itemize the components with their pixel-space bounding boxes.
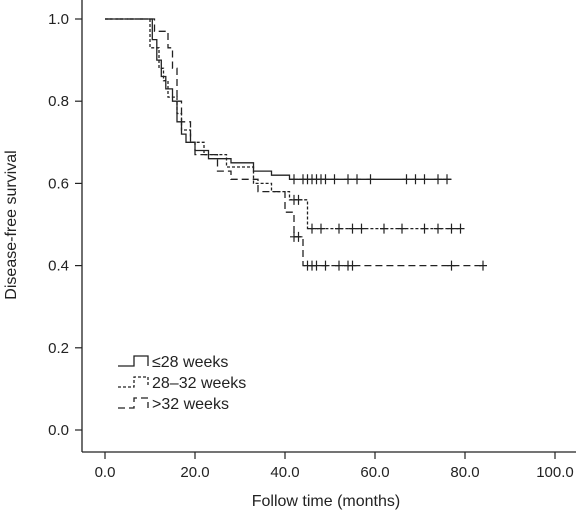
- x-tick-label: 100.0: [536, 464, 574, 481]
- censor-mark: [308, 223, 316, 234]
- survival-curve: [105, 18, 461, 230]
- censor-mark: [294, 194, 303, 205]
- legend-swatch: [118, 355, 149, 367]
- x-tick-label: 20.0: [180, 464, 209, 481]
- legend-swatch: [118, 376, 149, 388]
- censor-mark: [456, 223, 465, 234]
- censor-mark: [353, 174, 361, 185]
- y-tick-label: 0.2: [48, 340, 69, 357]
- censor-mark: [312, 260, 321, 271]
- censor-mark: [366, 174, 375, 185]
- censor-mark: [380, 223, 388, 234]
- censor-mark: [330, 174, 339, 185]
- censor-mark: [290, 174, 298, 185]
- x-tick-label: 80.0: [450, 464, 479, 481]
- x-tick-label: 60.0: [360, 464, 389, 481]
- x-axis-label: Follow time (months): [252, 493, 400, 510]
- legend-label: >32 weeks: [152, 396, 229, 413]
- y-tick-label: 0.4: [48, 258, 69, 275]
- censor-mark: [443, 174, 451, 185]
- censor-mark: [321, 260, 330, 271]
- censor-mark: [357, 223, 366, 234]
- censor-mark: [317, 223, 325, 234]
- y-tick-label: 0.6: [48, 175, 69, 192]
- legend-swatch: [118, 397, 149, 409]
- axes: [81, 0, 576, 453]
- ticks: 0.0 20.0 40.0 60.0 80.0 100.0 0.0 0.2 0.4 0.6 0.8 1…: [48, 11, 574, 481]
- y-tick-label: 1.0: [48, 11, 69, 28]
- censor-mark: [348, 223, 357, 234]
- legend-label: 28–32 weeks: [152, 375, 246, 392]
- x-tick-label: 0.0: [95, 464, 116, 481]
- censor-mark: [411, 174, 420, 185]
- censor-mark: [335, 260, 343, 271]
- censor-mark: [434, 174, 442, 185]
- censor-mark: [321, 174, 330, 185]
- censor-mark: [335, 223, 343, 234]
- censor-mark: [348, 260, 357, 271]
- censor-mark: [294, 231, 303, 242]
- censor-mark: [447, 260, 456, 271]
- censor-mark: [402, 174, 411, 185]
- censor-mark: [447, 223, 456, 234]
- y-tick-label: 0.8: [48, 93, 69, 110]
- censor-mark: [420, 223, 429, 234]
- censor-mark: [344, 174, 352, 185]
- survival-curve: [105, 18, 483, 267]
- legend-label: ≤28 weeks: [152, 354, 228, 371]
- censor-mark: [434, 223, 442, 234]
- censor-mark: [420, 174, 429, 185]
- y-tick-label: 0.0: [48, 422, 69, 439]
- legend: ≤28 weeks 28–32 weeks >32 weeks: [118, 354, 246, 413]
- survival-curve: [105, 18, 452, 180]
- series-layer: [105, 18, 487, 271]
- censor-mark: [398, 223, 406, 234]
- y-axis-label: Disease-free survival: [3, 150, 20, 299]
- censor-mark: [479, 260, 487, 271]
- x-tick-label: 40.0: [270, 464, 299, 481]
